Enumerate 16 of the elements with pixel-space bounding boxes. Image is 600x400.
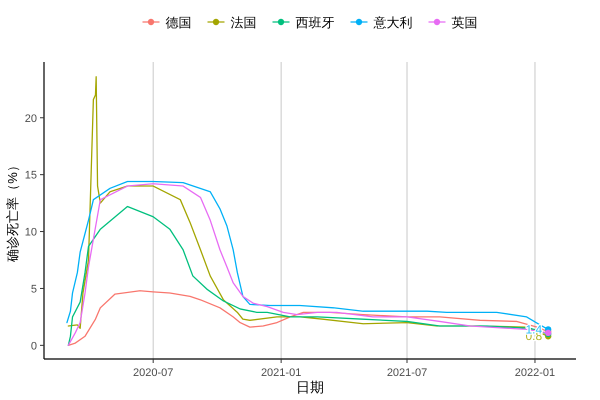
y-tick-label: 5	[30, 283, 37, 296]
y-tick-label: 0	[30, 340, 37, 352]
x-tick-label: 2022-01	[514, 367, 556, 379]
x-tick-label: 2020-07	[132, 367, 174, 379]
legend-label: 法国	[230, 15, 256, 30]
legend-label: 西班牙	[296, 15, 334, 30]
legend-label: 意大利	[372, 15, 412, 30]
y-tick-label: 20	[24, 112, 37, 125]
legend-label: 英国	[452, 15, 478, 30]
legend-label: 德国	[166, 15, 192, 30]
y-tick-label: 10	[24, 226, 37, 239]
y-axis-title: 确诊死亡率（%）	[5, 159, 20, 263]
x-tick-label: 2021-07	[386, 367, 428, 379]
x-tick-label: 2021-01	[260, 367, 302, 379]
y-tick-label: 15	[24, 170, 37, 182]
x-axis-title: 日期	[296, 379, 324, 395]
